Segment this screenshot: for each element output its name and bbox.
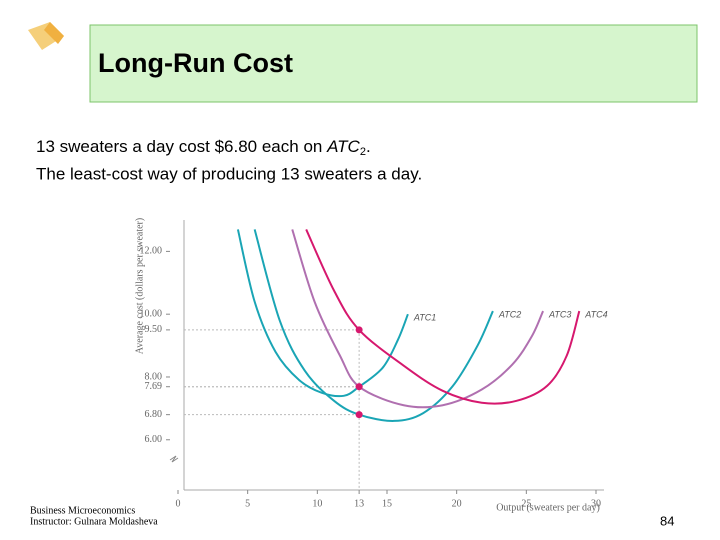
text: 13 sweaters a day cost $6.80 each on bbox=[36, 137, 327, 156]
page-number: 84 bbox=[660, 513, 674, 528]
highlight-point bbox=[355, 326, 363, 334]
slide-title: Long-Run Cost bbox=[98, 48, 293, 78]
text: 2 bbox=[360, 146, 366, 158]
text-line: 13 sweaters a day cost $6.80 each on ATC… bbox=[36, 137, 371, 157]
x-tick-label: 13 bbox=[354, 498, 364, 509]
footer: Business Microeconomics bbox=[30, 505, 135, 516]
atc-curve bbox=[291, 229, 544, 409]
x-tick-label: 30 bbox=[591, 498, 601, 509]
y-tick-label: 9.50 bbox=[145, 324, 163, 335]
x-tick-label: 10 bbox=[312, 498, 322, 509]
atc-curve bbox=[305, 229, 581, 405]
x-tick-label: 15 bbox=[382, 498, 392, 509]
slide-icon-shade bbox=[44, 22, 64, 44]
series-label: ATC3 bbox=[548, 309, 571, 319]
title-box bbox=[89, 24, 698, 103]
atc-curve bbox=[236, 229, 409, 398]
x-tick-label: 5 bbox=[245, 498, 250, 509]
text: . bbox=[366, 137, 371, 156]
y-tick-label: 7.69 bbox=[145, 381, 163, 392]
x-tick-label: 20 bbox=[452, 498, 462, 509]
series-label: ATC1 bbox=[413, 313, 436, 323]
y-tick-label: 6.80 bbox=[145, 409, 163, 420]
highlight-point bbox=[355, 383, 363, 391]
series-label: ATC2 bbox=[498, 309, 521, 319]
y-tick-label: 12.00 bbox=[140, 246, 163, 257]
y-axis-title: Average cost (dollars per sweater) bbox=[134, 218, 145, 354]
text-line: The least-cost way of producing 13 sweat… bbox=[36, 164, 422, 183]
y-tick-label: 6.00 bbox=[145, 434, 163, 445]
atc-curve bbox=[253, 229, 494, 422]
axis-break bbox=[169, 455, 179, 463]
footer: Instructor: Gulnara Moldasheva bbox=[30, 516, 158, 527]
x-tick-label: 0 bbox=[176, 498, 181, 509]
chart bbox=[169, 455, 179, 463]
text: ATC bbox=[326, 137, 360, 156]
x-tick-label: 25 bbox=[521, 498, 531, 509]
x-axis-title: Output (sweaters per day) bbox=[496, 502, 600, 513]
y-tick-label: 8.00 bbox=[145, 371, 163, 382]
y-tick-label: 10.00 bbox=[140, 308, 163, 319]
highlight-point bbox=[355, 411, 363, 419]
series-label: ATC4 bbox=[584, 309, 607, 319]
